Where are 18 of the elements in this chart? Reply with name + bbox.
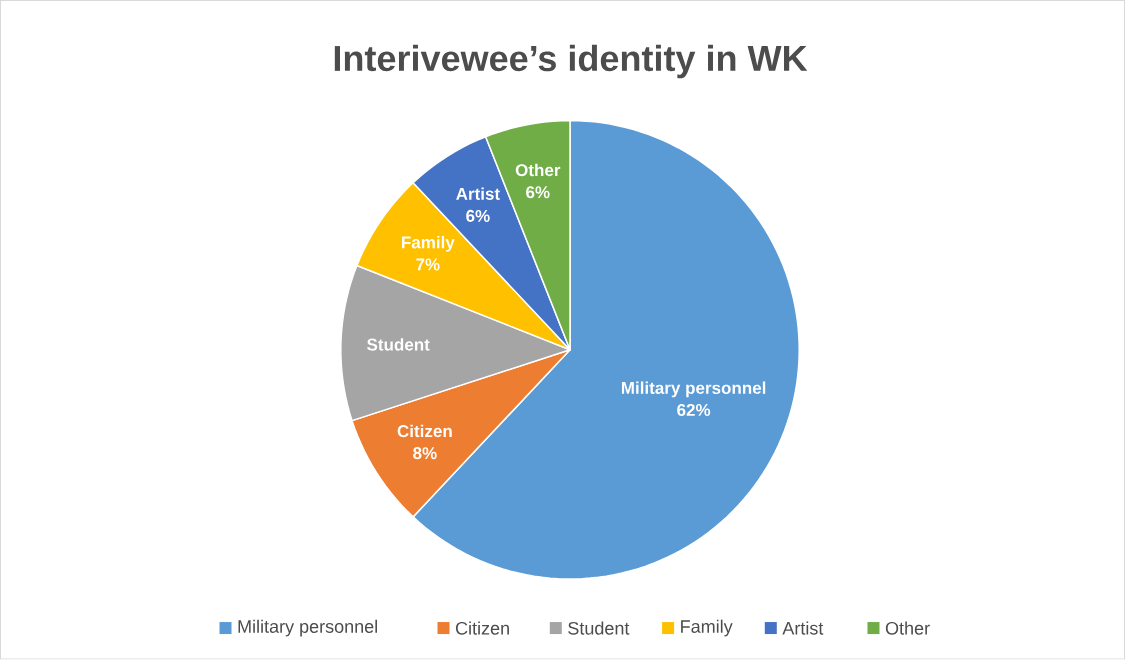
slice-label: Military personnel bbox=[621, 381, 766, 398]
slice-label: Citizen bbox=[397, 424, 452, 438]
slice-label: Student bbox=[367, 338, 430, 351]
slice-label: Family bbox=[402, 236, 455, 252]
data-label: 62% bbox=[677, 404, 711, 417]
data-label: 6% bbox=[526, 186, 550, 199]
legend-label: Other bbox=[885, 621, 930, 635]
data-label: 8% bbox=[413, 447, 437, 460]
legend-label: Student bbox=[568, 621, 630, 635]
chart-title: Interivewee’s identity in WK bbox=[334, 44, 808, 79]
legend-label: Family bbox=[681, 619, 733, 637]
slice-label: Artist bbox=[456, 187, 500, 201]
slice-label: Other bbox=[515, 163, 561, 177]
legend-label: Artist bbox=[782, 621, 824, 635]
data-label: 7% bbox=[416, 258, 440, 271]
legend-label: Military personnel bbox=[238, 619, 377, 637]
data-label: 6% bbox=[466, 210, 490, 223]
legend-label: Citizen bbox=[455, 621, 509, 635]
